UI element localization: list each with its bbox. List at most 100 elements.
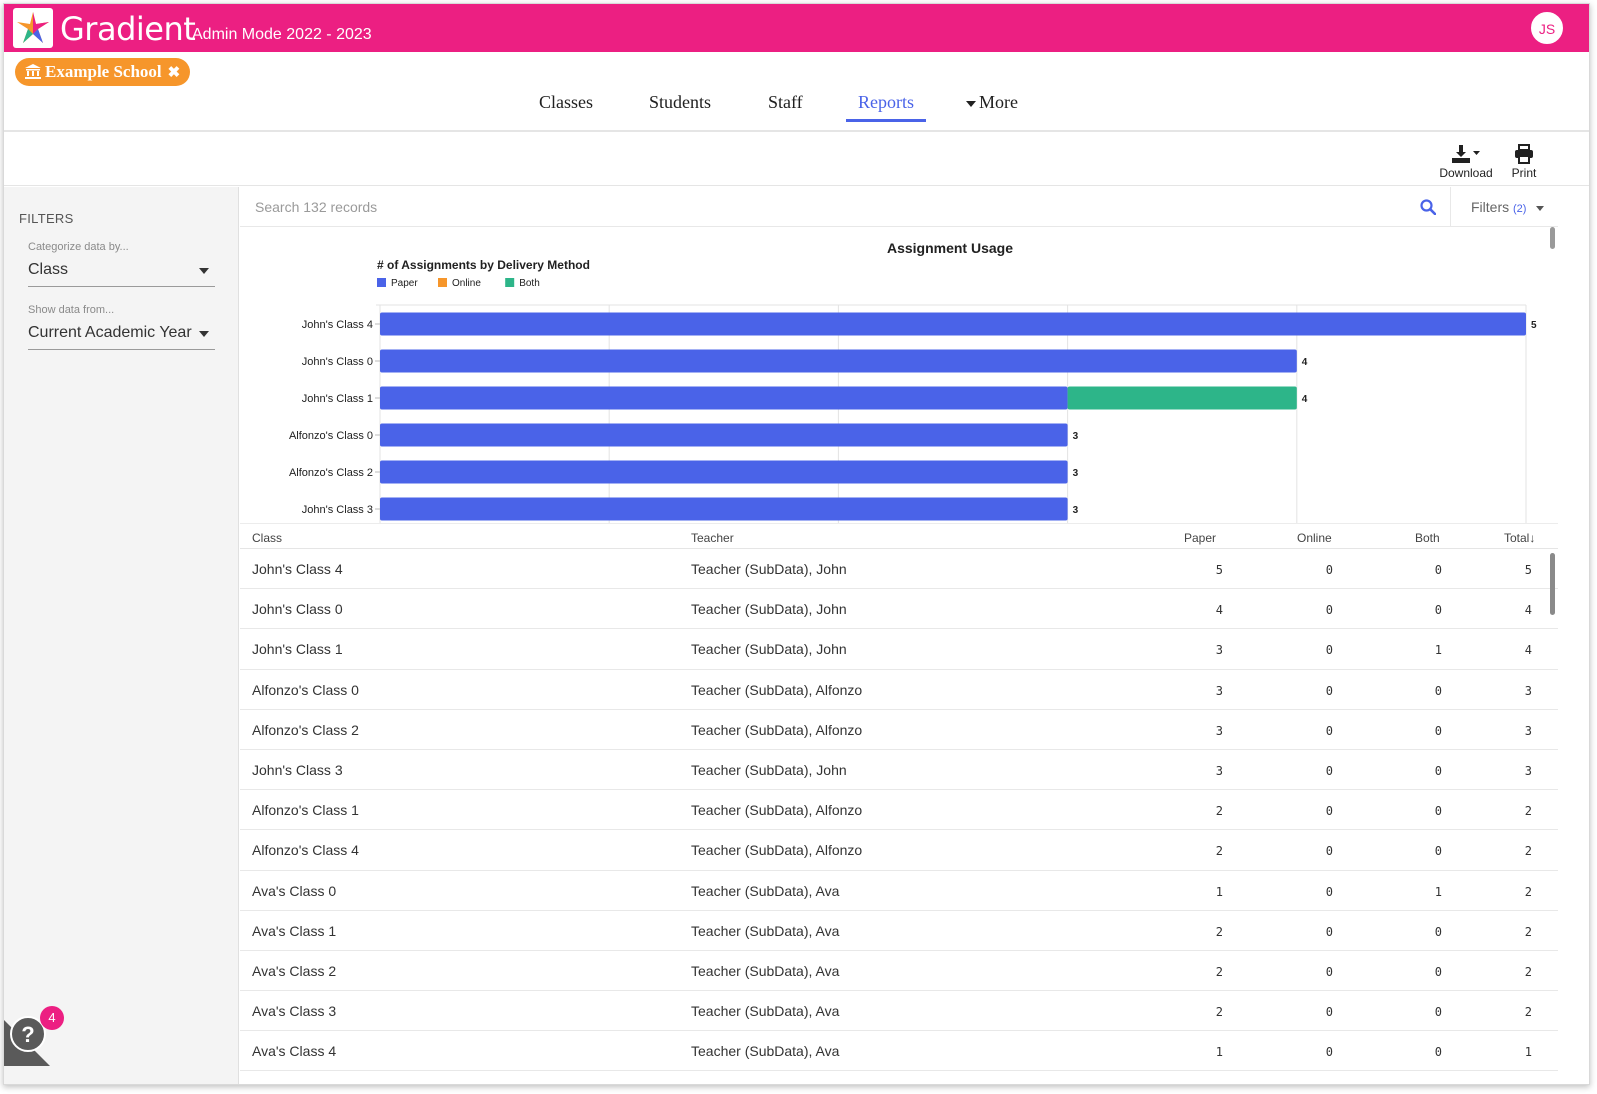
categorize-select[interactable]: Class xyxy=(28,257,215,287)
table-row[interactable]: Alfonzo's Class 1 Teacher (SubData), Alfo… xyxy=(240,790,1558,831)
column-header-both[interactable]: Both xyxy=(1415,531,1440,545)
cell-paper: 2 xyxy=(1215,1005,1223,1020)
chart-scrollbar[interactable] xyxy=(1550,227,1555,249)
y-tick-label: John's Class 0 xyxy=(302,356,373,368)
table-row[interactable]: John's Class 3 Teacher (SubData), John 3 0 0… xyxy=(240,750,1558,791)
tab-students[interactable]: Students xyxy=(649,92,712,112)
report-main: Filters (2) Assignment Usage # of Assign… xyxy=(240,187,1589,1084)
cell-online: 0 xyxy=(1325,1005,1333,1020)
bar-paper[interactable] xyxy=(380,349,1297,373)
cell-both: 0 xyxy=(1434,683,1442,698)
cell-total: 2 xyxy=(1524,884,1532,899)
tab-reports[interactable]: Reports xyxy=(846,92,926,122)
download-icon xyxy=(1452,145,1480,163)
cell-paper: 2 xyxy=(1215,844,1223,859)
bar-both[interactable] xyxy=(1067,386,1297,410)
column-header-online[interactable]: Online xyxy=(1297,531,1332,545)
cell-both: 0 xyxy=(1434,1045,1442,1060)
cell-class: Alfonzo's Class 2 xyxy=(252,721,359,738)
table-row[interactable]: Alfonzo's Class 4 Teacher (SubData), Alfo… xyxy=(240,830,1558,871)
filters-dropdown[interactable]: Filters (2) xyxy=(1450,187,1558,227)
legend-swatch-both[interactable] xyxy=(505,278,515,287)
tab-more[interactable]: More xyxy=(956,92,1028,119)
search-icon[interactable] xyxy=(1420,199,1437,220)
cell-class: Ava's Class 4 xyxy=(252,1043,337,1060)
legend-label-paper[interactable]: Paper xyxy=(391,278,418,289)
cell-teacher: Teacher (SubData), Alfonzo xyxy=(691,802,863,819)
table-row[interactable]: Ava's Class 0 Teacher (SubData), Ava 1 0 1 2 xyxy=(240,871,1558,911)
table-row[interactable]: John's Class 4 Teacher (SubData), John 5 0 0… xyxy=(240,549,1558,590)
y-tick-label: John's Class 4 xyxy=(302,319,373,331)
column-header-teacher[interactable]: Teacher xyxy=(691,531,734,545)
remove-school-icon[interactable]: ✖ xyxy=(167,65,181,81)
download-label: Download xyxy=(1439,166,1493,180)
download-button[interactable]: Download xyxy=(1436,144,1496,180)
cell-total: 2 xyxy=(1524,964,1532,979)
legend-label-online[interactable]: Online xyxy=(452,278,481,289)
table-row[interactable]: John's Class 1 Teacher (SubData), John 3 0 1… xyxy=(240,629,1558,670)
table-row[interactable]: Ava's Class 4 Teacher (SubData), Ava 1 0 0 1 xyxy=(240,1031,1558,1072)
bar-paper[interactable] xyxy=(380,460,1068,484)
cell-both: 0 xyxy=(1434,563,1442,577)
tab-classes[interactable]: Classes xyxy=(539,92,593,112)
cell-paper: 1 xyxy=(1215,884,1223,899)
cell-both: 1 xyxy=(1434,643,1442,658)
cell-total: 2 xyxy=(1524,804,1532,819)
chart-category-labels: John's Class 4 John's Class 0 John's Class… xyxy=(289,319,380,516)
table-row[interactable]: Ava's Class 1 Teacher (SubData), Ava 2 0 0 2 xyxy=(240,911,1558,951)
filters-title: FILTERS xyxy=(19,211,74,226)
bar-value-label: 3 xyxy=(1073,468,1079,479)
table-row[interactable]: Alfonzo's Class 0 Teacher (SubData), Alfo… xyxy=(240,670,1558,710)
cell-class: Alfonzo's Class 0 xyxy=(252,681,359,698)
help-button[interactable]: ? xyxy=(4,1006,64,1066)
filters-sidebar: FILTERS Categorize data by... Class Show… xyxy=(4,187,239,1084)
cell-both: 0 xyxy=(1434,964,1442,979)
table-row[interactable]: Alfonzo's Class 2 Teacher (SubData), Alfo… xyxy=(240,710,1558,750)
bar-paper[interactable] xyxy=(380,312,1526,336)
main-nav: Classes Students Staff Reports More xyxy=(4,86,1589,132)
cell-teacher: Teacher (SubData), Ava xyxy=(691,1003,840,1020)
table-row[interactable]: John's Class 0 Teacher (SubData), John 4 0 0… xyxy=(240,589,1558,630)
cell-teacher: Teacher (SubData), Ava xyxy=(691,882,840,899)
cell-class: Ava's Class 2 xyxy=(252,962,337,979)
school-chip[interactable]: Example School ✖ xyxy=(15,58,191,86)
cell-teacher: Teacher (SubData), Ava xyxy=(691,922,840,939)
cell-teacher: Teacher (SubData), Alfonzo xyxy=(691,721,863,738)
gradient-logo-icon[interactable] xyxy=(13,8,53,48)
mode-label: Admin Mode 2022 - 2023 xyxy=(192,26,372,43)
show-from-select[interactable]: Current Academic Year xyxy=(28,320,215,350)
chevron-down-icon xyxy=(199,331,209,337)
cell-online: 0 xyxy=(1325,884,1333,899)
legend-swatch-paper[interactable] xyxy=(377,278,386,287)
user-avatar[interactable]: JS xyxy=(1531,12,1563,44)
cell-paper: 2 xyxy=(1215,924,1223,939)
column-header-total[interactable]: Total↓ xyxy=(1504,531,1535,545)
bar-value-label: 3 xyxy=(1073,505,1079,516)
y-tick-label: Alfonzo's Class 2 xyxy=(289,467,373,479)
cell-class: John's Class 1 xyxy=(252,641,343,658)
cell-total: 4 xyxy=(1524,643,1532,658)
bar-paper[interactable] xyxy=(380,497,1068,521)
bar-paper[interactable] xyxy=(380,386,1068,410)
legend-label-both[interactable]: Both xyxy=(519,278,540,289)
column-header-class[interactable]: Class xyxy=(252,531,283,545)
print-button[interactable]: Print xyxy=(1506,144,1542,180)
chart-bars xyxy=(380,312,1526,521)
table-body: John's Class 4 Teacher (SubData), John 5 0 0… xyxy=(240,549,1558,1072)
bar-paper[interactable] xyxy=(380,423,1068,447)
cell-paper: 3 xyxy=(1215,683,1223,698)
cell-class: Ava's Class 3 xyxy=(252,1003,337,1020)
table-row[interactable]: Ava's Class 3 Teacher (SubData), Ava 2 0 0 2 xyxy=(240,991,1558,1032)
cell-teacher: Teacher (SubData), John xyxy=(691,601,847,618)
search-input[interactable] xyxy=(240,187,1450,227)
cell-paper: 4 xyxy=(1215,603,1223,618)
column-header-paper[interactable]: Paper xyxy=(1184,531,1217,545)
cell-class: John's Class 4 xyxy=(252,561,343,577)
cell-class: Alfonzo's Class 1 xyxy=(252,802,359,819)
legend-swatch-online[interactable] xyxy=(438,278,447,287)
tab-staff[interactable]: Staff xyxy=(768,92,803,112)
column-header-total-label: Total xyxy=(1504,531,1530,545)
table-row[interactable]: Ava's Class 2 Teacher (SubData), Ava 2 0 0 2 xyxy=(240,951,1558,992)
table-scrollbar[interactable] xyxy=(1550,553,1555,615)
bar-value-label: 4 xyxy=(1302,394,1308,405)
